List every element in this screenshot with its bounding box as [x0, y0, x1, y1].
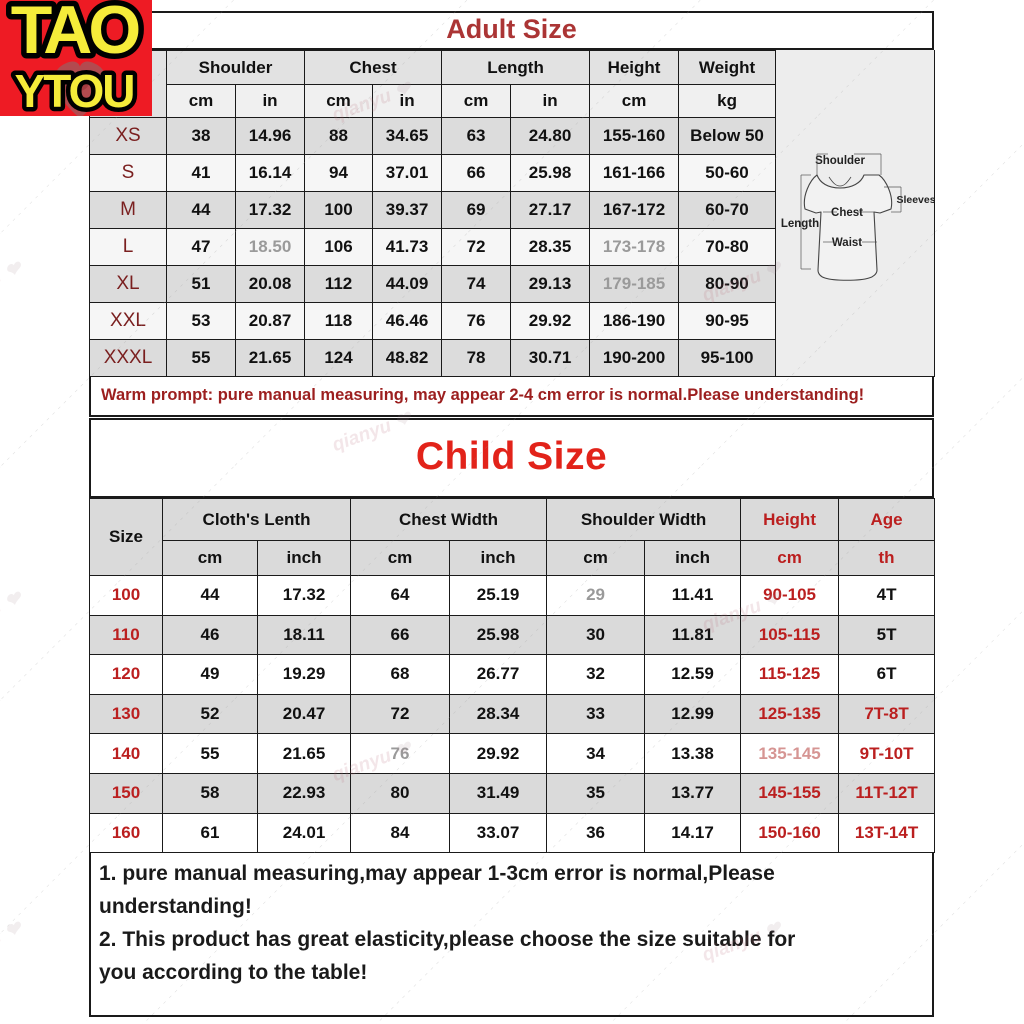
svg-text:TAO: TAO [11, 0, 140, 68]
svg-text:YTOU: YTOU [15, 65, 134, 116]
svg-text:Waist: Waist [832, 237, 862, 249]
svg-text:Shoulder: Shoulder [815, 155, 865, 167]
svg-text:Sleeves: Sleeves [896, 194, 934, 206]
svg-text:Length: Length [781, 218, 819, 230]
svg-text:Chest: Chest [831, 207, 863, 219]
